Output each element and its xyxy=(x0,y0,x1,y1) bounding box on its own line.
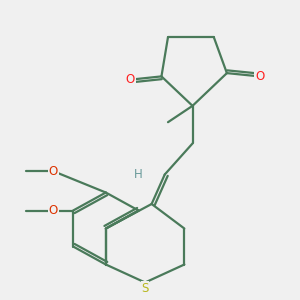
Text: S: S xyxy=(141,282,149,295)
Text: O: O xyxy=(255,70,264,83)
Text: O: O xyxy=(126,73,135,86)
Text: O: O xyxy=(49,165,58,178)
Text: O: O xyxy=(49,204,58,217)
Text: H: H xyxy=(134,168,143,181)
